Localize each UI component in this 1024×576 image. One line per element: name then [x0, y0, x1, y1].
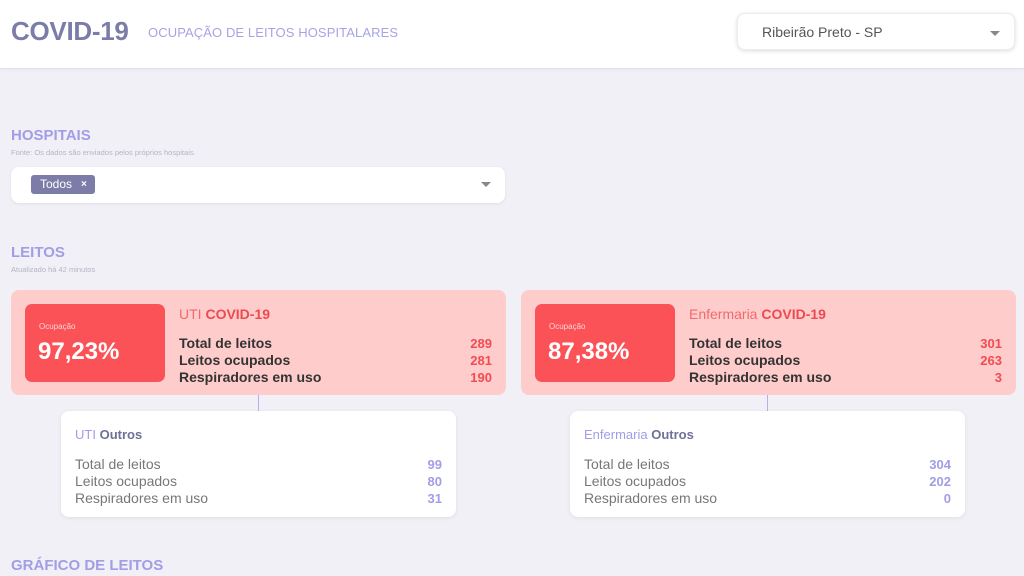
- stat-label: Total de leitos: [689, 335, 783, 351]
- stat-row: Leitos ocupados 80: [75, 473, 442, 490]
- remove-chip-icon[interactable]: ×: [81, 179, 87, 190]
- stat-label: Leitos ocupados: [689, 352, 801, 368]
- stat-value: 304: [929, 457, 951, 472]
- uti-covid-card: Ocupação 97,23% UTI COVID-19 Total de le…: [11, 290, 506, 395]
- enfermaria-covid-card: Ocupação 87,38% Enfermaria COVID-19 Tota…: [521, 290, 1016, 395]
- chevron-down-icon: [990, 31, 1000, 36]
- hospitals-source-note: Fonte: Os dados são enviados pelos própr…: [11, 148, 196, 157]
- stat-label: Total de leitos: [584, 456, 670, 472]
- connector-line: [258, 395, 259, 411]
- occupancy-value: 97,23%: [38, 338, 120, 365]
- card-title: UTI COVID-19: [179, 306, 270, 322]
- card-title-bold: Outros: [99, 427, 143, 442]
- stat-value: 80: [427, 474, 442, 489]
- card-title-bold: Outros: [651, 427, 694, 442]
- stat-row: Total de leitos 289: [179, 335, 492, 352]
- bed-chart-title: GRÁFICO DE LEITOS: [11, 557, 164, 574]
- hospitals-multiselect[interactable]: Todos ×: [11, 167, 505, 203]
- card-title: Enfermaria Outros: [584, 427, 694, 442]
- card-title-prefix: Enfermaria: [584, 427, 648, 442]
- stat-row: Total de leitos 301: [689, 335, 1002, 352]
- card-title-bold: COVID-19: [205, 306, 271, 322]
- stat-row: Respiradores em uso 0: [584, 490, 951, 507]
- stat-row: Respiradores em uso 3: [689, 369, 1002, 386]
- stat-value: 190: [470, 370, 492, 385]
- app-header: COVID-19 OCUPAÇÃO DE LEITOS HOSPITALARES…: [0, 0, 1024, 69]
- card-title-bold: COVID-19: [761, 306, 826, 322]
- stat-value: 0: [943, 491, 951, 506]
- stat-label: Leitos ocupados: [75, 473, 177, 489]
- stats-list: Total de leitos 304 Leitos ocupados 202 Re…: [584, 456, 951, 507]
- stat-label: Total de leitos: [179, 335, 273, 351]
- stat-label: Respiradores em uso: [75, 490, 209, 506]
- chevron-down-icon: [481, 182, 491, 187]
- card-title-prefix: UTI: [75, 427, 96, 442]
- stat-value: 99: [427, 457, 442, 472]
- card-title-prefix: UTI: [179, 306, 202, 322]
- stat-label: Leitos ocupados: [179, 352, 291, 368]
- connector-line: [767, 395, 768, 411]
- stat-row: Leitos ocupados 263: [689, 352, 1002, 369]
- stat-value: 31: [427, 491, 442, 506]
- beds-title: LEITOS: [11, 244, 65, 261]
- stat-value: 263: [980, 353, 1002, 368]
- stats-list: Total de leitos 289 Leitos ocupados 281 Re…: [179, 335, 492, 386]
- stat-row: Respiradores em uso 190: [179, 369, 492, 386]
- stat-label: Leitos ocupados: [584, 473, 686, 489]
- occupancy-label: Ocupação: [549, 322, 586, 331]
- occupancy-label: Ocupação: [39, 322, 76, 331]
- occupancy-box: Ocupação 97,23%: [25, 304, 165, 382]
- stat-label: Respiradores em uso: [689, 369, 832, 385]
- stat-row: Respiradores em uso 31: [75, 490, 442, 507]
- stat-row: Leitos ocupados 202: [584, 473, 951, 490]
- stat-value: 281: [470, 353, 492, 368]
- stat-row: Total de leitos 99: [75, 456, 442, 473]
- stat-value: 301: [980, 336, 1002, 351]
- stat-label: Total de leitos: [75, 456, 161, 472]
- stats-list: Total de leitos 99 Leitos ocupados 80 Resp…: [75, 456, 442, 507]
- occupancy-box: Ocupação 87,38%: [535, 304, 675, 382]
- app-title: COVID-19: [11, 16, 129, 46]
- stat-label: Respiradores em uso: [584, 490, 718, 506]
- hospitals-title: HOSPITAIS: [11, 127, 91, 144]
- stat-value: 3: [994, 370, 1002, 385]
- beds-updated-note: Atualizado há 42 minutos: [11, 265, 96, 274]
- city-select[interactable]: Ribeirão Preto - SP: [737, 13, 1015, 50]
- stat-label: Respiradores em uso: [179, 369, 322, 385]
- stat-row: Leitos ocupados 281: [179, 352, 492, 369]
- card-title: UTI Outros: [75, 427, 142, 442]
- app-subtitle: OCUPAÇÃO DE LEITOS HOSPITALARES: [148, 25, 399, 40]
- stat-row: Total de leitos 304: [584, 456, 951, 473]
- stat-value: 202: [929, 474, 951, 489]
- card-title: Enfermaria COVID-19: [689, 306, 826, 322]
- city-select-value: Ribeirão Preto - SP: [762, 24, 883, 40]
- uti-outros-card: UTI Outros Total de leitos 99 Leitos ocup…: [61, 411, 456, 517]
- stat-value: 289: [470, 336, 492, 351]
- chip-label: Todos: [40, 177, 73, 191]
- hospital-chip-todos: Todos ×: [31, 175, 95, 194]
- enfermaria-outros-card: Enfermaria Outros Total de leitos 304 Lei…: [570, 411, 965, 517]
- occupancy-value: 87,38%: [548, 338, 630, 365]
- card-title-prefix: Enfermaria: [689, 306, 758, 322]
- stats-list: Total de leitos 301 Leitos ocupados 263 Re…: [689, 335, 1002, 386]
